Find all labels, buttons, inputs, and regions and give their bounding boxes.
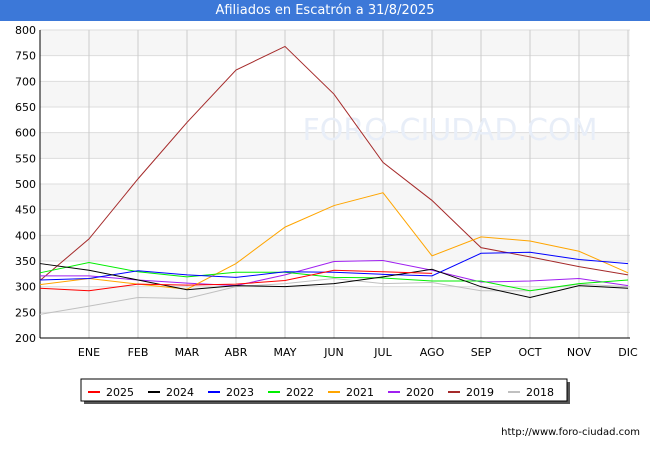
grid-band xyxy=(40,30,630,56)
legend-label-2024: 2024 xyxy=(166,386,194,399)
legend-label-2025: 2025 xyxy=(106,386,134,399)
x-tick-label: OCT xyxy=(518,346,541,359)
y-tick-label: 750 xyxy=(15,50,36,63)
grid-band xyxy=(40,184,630,210)
x-tick-label: SEP xyxy=(471,346,492,359)
x-tick-label: ABR xyxy=(225,346,248,359)
x-tick-label: MAY xyxy=(274,346,297,359)
y-tick-label: 500 xyxy=(15,178,36,191)
y-tick-label: 450 xyxy=(15,204,36,217)
x-tick-label: ENE xyxy=(78,346,100,359)
y-tick-label: 250 xyxy=(15,306,36,319)
x-tick-label: MAR xyxy=(175,346,200,359)
y-tick-label: 350 xyxy=(15,255,36,268)
x-tick-label: JUN xyxy=(323,346,344,359)
legend-label-2021: 2021 xyxy=(346,386,374,399)
grid-band xyxy=(40,81,630,107)
y-tick-label: 200 xyxy=(15,332,36,345)
legend-label-2018: 2018 xyxy=(526,386,554,399)
y-tick-label: 400 xyxy=(15,229,36,242)
x-tick-label: AGO xyxy=(420,346,445,359)
x-tick-label: FEB xyxy=(128,346,149,359)
chart-title: Afiliados en Escatrón a 31/8/2025 xyxy=(0,0,650,21)
legend-label-2019: 2019 xyxy=(466,386,494,399)
grid-band xyxy=(40,235,630,261)
y-tick-label: 600 xyxy=(15,127,36,140)
x-tick-label: DIC xyxy=(618,346,638,359)
legend-label-2023: 2023 xyxy=(226,386,254,399)
y-tick-label: 700 xyxy=(15,75,36,88)
watermark: FORO-CIUDAD.COM xyxy=(303,113,598,148)
x-tick-label: NOV xyxy=(567,346,592,359)
x-tick-label: JUL xyxy=(373,346,392,359)
legend-label-2020: 2020 xyxy=(406,386,434,399)
y-tick-label: 300 xyxy=(15,281,36,294)
y-tick-label: 550 xyxy=(15,152,36,165)
y-tick-label: 650 xyxy=(15,101,36,114)
legend xyxy=(80,378,568,402)
footer-url[interactable]: http://www.foro-ciudad.com xyxy=(501,427,640,438)
legend-label-2022: 2022 xyxy=(286,386,314,399)
y-tick-label: 800 xyxy=(15,24,36,37)
